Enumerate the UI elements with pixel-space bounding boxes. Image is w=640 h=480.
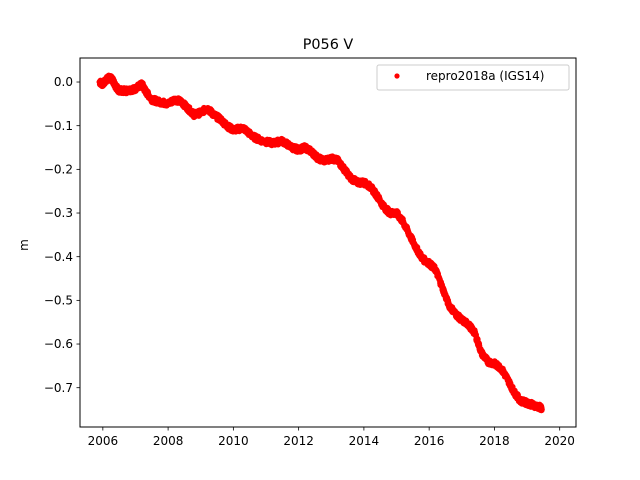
x-tick-label: 2016 (414, 434, 445, 448)
data-point (538, 406, 545, 413)
legend-box (376, 64, 570, 91)
y-tick-label: −0.6 (44, 337, 73, 351)
legend: repro2018a (IGS14) (376, 64, 570, 91)
series-0 (96, 72, 545, 414)
x-tick-label: 2014 (349, 434, 380, 448)
plot-frame (79, 57, 577, 428)
y-tick-label: −0.4 (44, 250, 73, 264)
y-tick-label: −0.5 (44, 294, 73, 308)
legend-marker (394, 73, 400, 79)
x-axis-ticks: 2006 2008 2010 2012 2014 2016 2018 2020 (88, 427, 575, 448)
x-tick-label: 2020 (544, 434, 575, 448)
y-tick-label: −0.7 (44, 381, 73, 395)
y-axis-label: m (17, 239, 31, 251)
y-tick-label: −0.1 (44, 119, 73, 133)
legend-entry-label: repro2018a (IGS14) (426, 69, 544, 83)
y-tick-label: −0.3 (44, 206, 73, 220)
y-axis-ticks: 0.0 −0.1 −0.2 −0.3 −0.4 −0.5 −0.6 −0.7 (44, 75, 80, 395)
plot-area (96, 72, 545, 414)
chart-title: P056 V (303, 37, 354, 53)
x-tick-label: 2018 (479, 434, 510, 448)
x-tick-label: 2012 (283, 434, 314, 448)
x-tick-label: 2010 (218, 434, 249, 448)
x-tick-label: 2006 (88, 434, 119, 448)
y-tick-label: 0.0 (54, 75, 73, 89)
y-tick-label: −0.2 (44, 163, 73, 177)
x-tick-label: 2008 (153, 434, 184, 448)
